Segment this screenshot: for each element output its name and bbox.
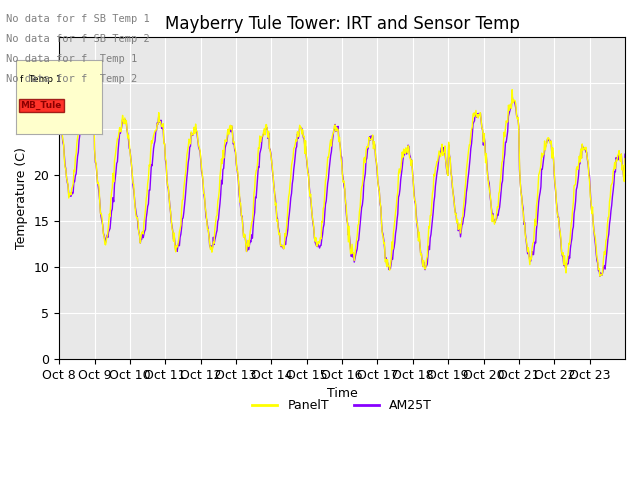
- Text: No data for f  Temp 2: No data for f Temp 2: [6, 74, 138, 84]
- Text: f  Temp 1: f Temp 1: [20, 75, 62, 84]
- Text: No data for f SB Temp 2: No data for f SB Temp 2: [6, 34, 150, 44]
- Y-axis label: Temperature (C): Temperature (C): [15, 147, 28, 249]
- Text: No data for f  Temp 1: No data for f Temp 1: [6, 54, 138, 64]
- X-axis label: Time: Time: [326, 387, 358, 400]
- Text: No data for f SB Temp 1: No data for f SB Temp 1: [6, 13, 150, 24]
- Text: MB_Tule: MB_Tule: [20, 101, 61, 110]
- Legend: PanelT, AM25T: PanelT, AM25T: [247, 394, 437, 417]
- Title: Mayberry Tule Tower: IRT and Sensor Temp: Mayberry Tule Tower: IRT and Sensor Temp: [164, 15, 520, 33]
